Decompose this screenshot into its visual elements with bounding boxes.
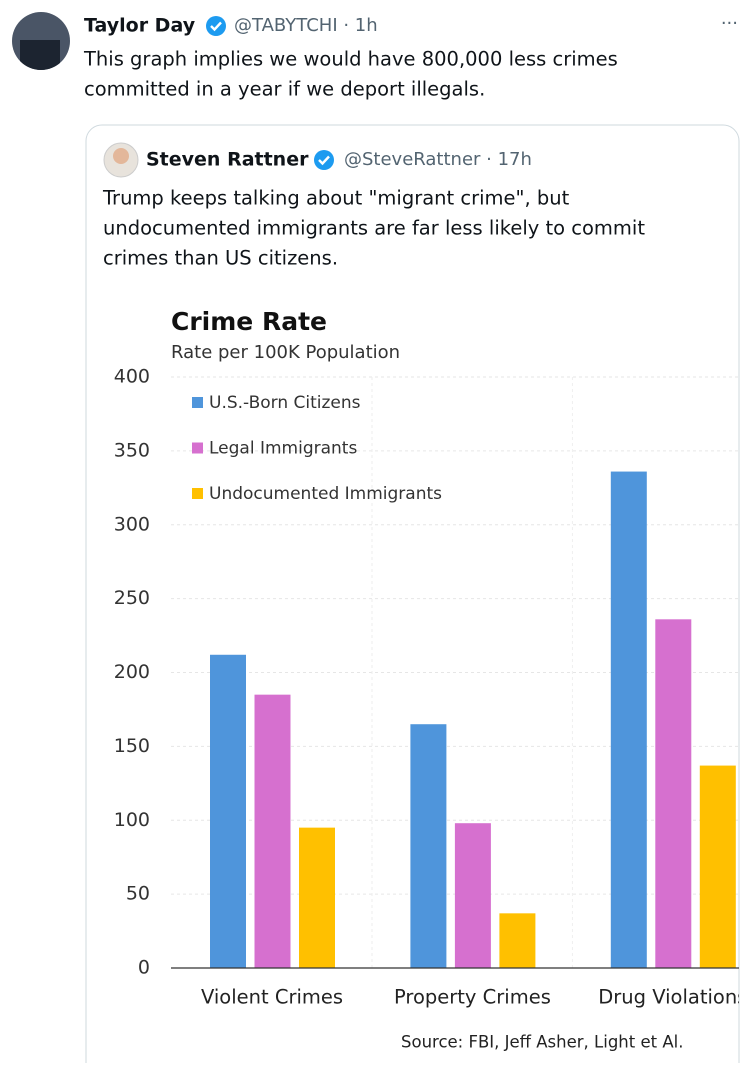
tweet-text: This graph implies we would have 800,000… [83, 48, 618, 101]
quote-author-handle: @SteveRattner · 17h [344, 149, 532, 170]
chart-title: Crime Rate [171, 307, 327, 336]
quote: Steven Rattner @SteveRattner · 17h Trump… [102, 142, 747, 1052]
tweet-line: committed in a year if we deport illegal… [84, 78, 485, 101]
verified-badge [206, 16, 226, 36]
y-tick-label: 150 [114, 735, 150, 757]
bar [610, 471, 647, 968]
y-tick-label: 250 [114, 587, 150, 609]
bar [699, 765, 736, 968]
legend-label: Legal Immigrants [209, 439, 357, 459]
x-tick-label: Violent Crimes [201, 986, 343, 1009]
quote-card[interactable] [85, 124, 740, 1067]
bar [299, 827, 335, 968]
y-tick-label: 50 [126, 883, 150, 905]
y-tick-label: 350 [114, 439, 150, 461]
author-name[interactable]: Taylor Day [84, 15, 196, 37]
bar [655, 619, 692, 968]
bar [210, 654, 246, 968]
legend-swatch [192, 442, 203, 454]
legend-label: U.S.-Born Citizens [209, 393, 361, 413]
legend-label: Undocumented Immigrants [209, 484, 442, 504]
author-handle[interactable]: @TABYTCHI · 1h [234, 15, 378, 36]
y-tick-label: 200 [114, 661, 150, 683]
tweet-line: This graph implies we would have 800,000… [83, 48, 618, 71]
menu[interactable]: ··· [721, 13, 738, 34]
legend-swatch [192, 488, 203, 499]
quote-author-name: Steven Rattner [146, 149, 309, 171]
chart: Crime Rate Rate per 100K Population 0 50 100… [114, 307, 747, 1052]
quote-line: Trump keeps talking about "migrant crime… [102, 187, 570, 210]
bar [410, 724, 447, 968]
quote-avatar-face [113, 148, 129, 164]
bar [499, 913, 536, 968]
verified-badge [314, 150, 334, 170]
y-tick-label: 100 [114, 809, 150, 831]
y-tick-label: 400 [114, 366, 150, 388]
y-tick-label: 0 [138, 957, 150, 979]
avatar-shade [20, 40, 60, 70]
quote-line: crimes than US citizens. [103, 247, 338, 270]
quote-text: Trump keeps talking about "migrant crime… [102, 187, 645, 270]
bar [454, 823, 491, 968]
y-tick-label: 300 [114, 513, 150, 535]
x-tick-label: Property Crimes [394, 986, 551, 1009]
quote-line: undocumented immigrants are far less lik… [103, 217, 645, 240]
x-tick-label: Drug Violations [598, 986, 747, 1009]
chart-subtitle: Rate per 100K Population [171, 342, 400, 363]
legend-swatch [192, 397, 203, 408]
bar [254, 694, 291, 968]
source: Source: FBI, Jeff Asher, Light et Al. [401, 1033, 683, 1052]
